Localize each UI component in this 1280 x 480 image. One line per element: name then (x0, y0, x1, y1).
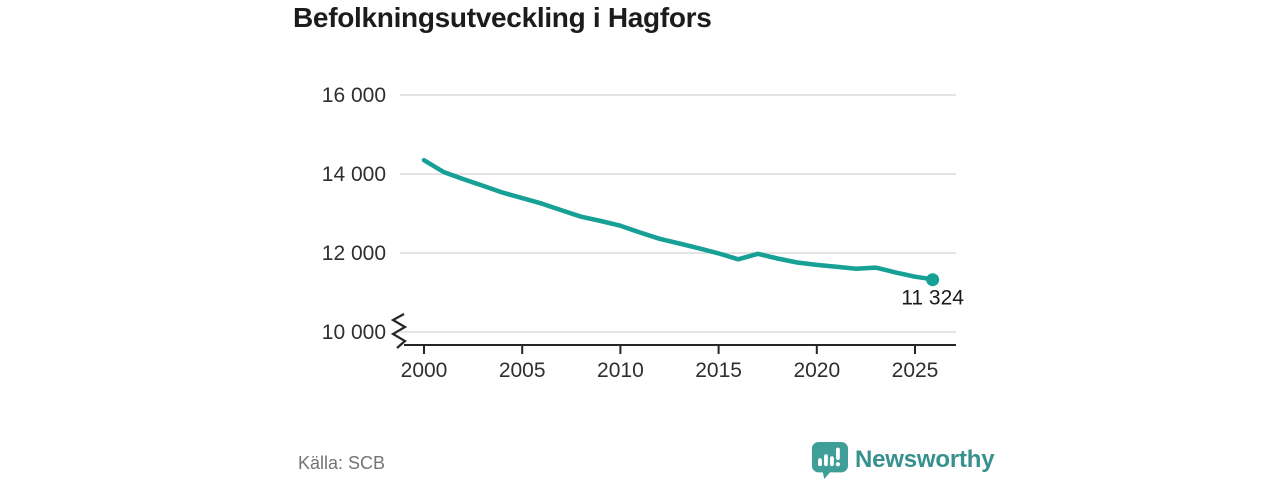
axis-break-icon (390, 313, 408, 349)
x-axis-tick-label: 2025 (892, 359, 939, 382)
y-axis-tick-label: 16 000 (322, 84, 386, 107)
source-note: Källa: SCB (298, 453, 386, 473)
population-line-series (421, 157, 937, 282)
end-value-label: 11 324 (901, 287, 964, 310)
x-axis-tick-label: 2000 (401, 359, 448, 382)
y-axis-tick-label: 12 000 (322, 242, 386, 265)
x-axis-tick-label: 2015 (695, 359, 742, 382)
page-title: Befolkningsutveckling i Hagfors (293, 2, 712, 33)
x-axis-tick-label: 2010 (597, 359, 644, 382)
x-axis-tick-label: 2020 (793, 359, 840, 382)
newsworthy-wordmark: Newsworthy (855, 446, 995, 473)
y-axis-tick-label: 14 000 (322, 163, 386, 186)
x-axis-tick-label: 2005 (499, 359, 546, 382)
y-axis-tick-label: 10 000 (322, 321, 386, 344)
newsworthy-bubble-chart-icon (811, 441, 848, 479)
newsworthy-logo: Newsworthy (810, 441, 995, 479)
end-point-marker (926, 273, 940, 287)
